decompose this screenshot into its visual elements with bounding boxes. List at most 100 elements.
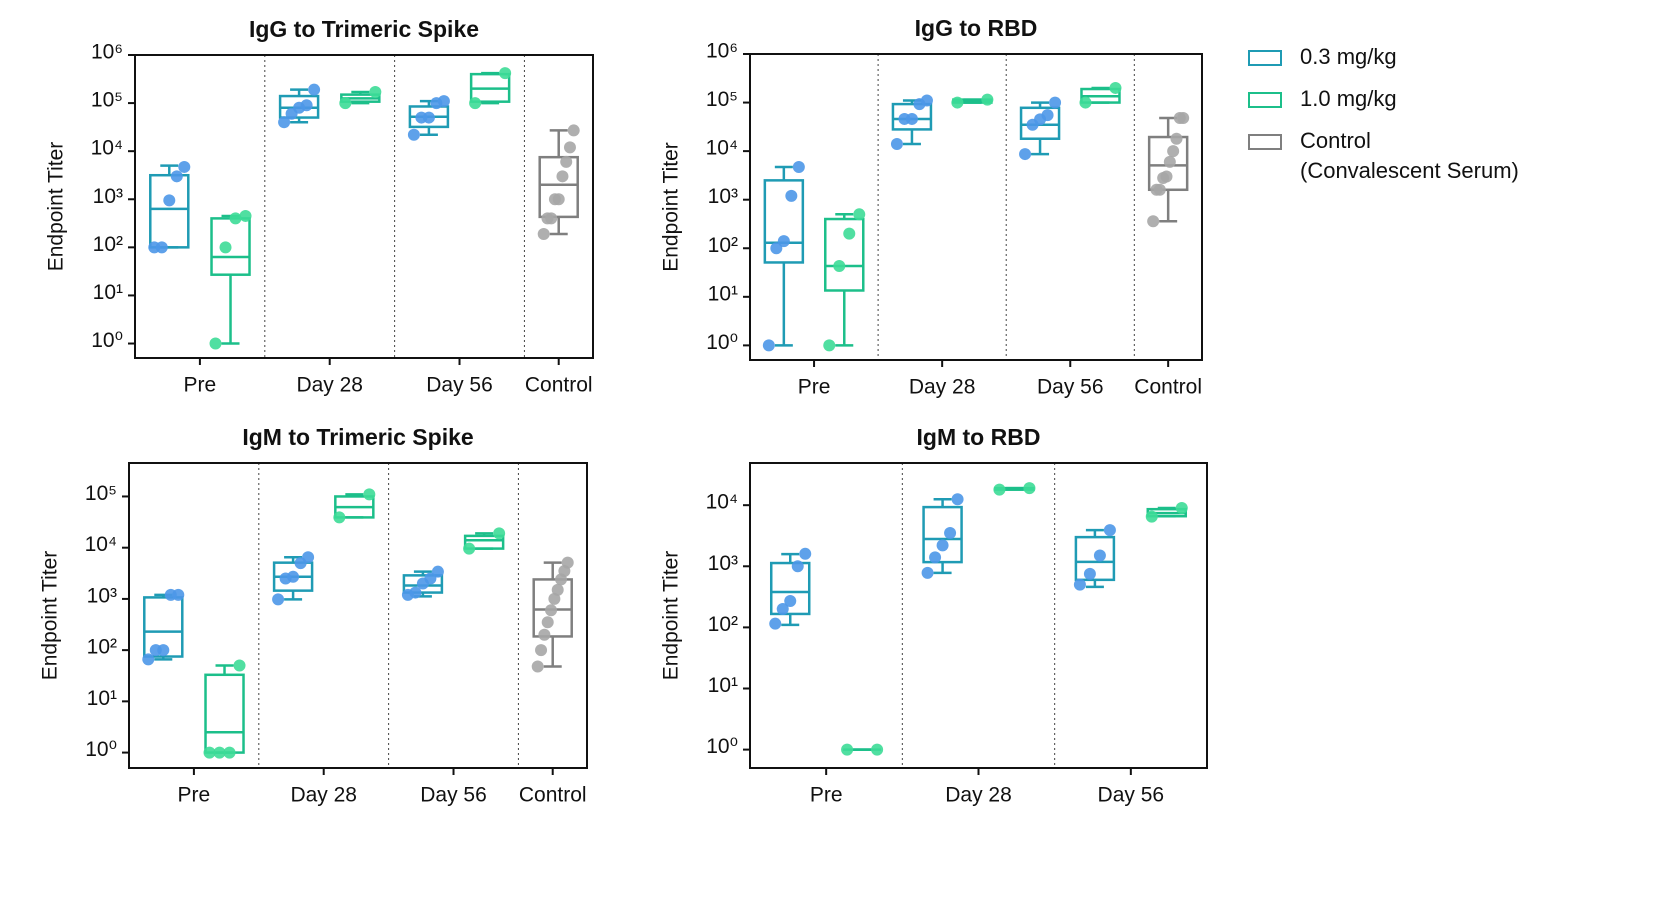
point [1083, 567, 1096, 580]
point [762, 339, 775, 352]
point [951, 493, 964, 506]
point [531, 660, 544, 673]
point [535, 644, 548, 657]
y-tick-label: 10⁶ [706, 40, 738, 63]
legend-item: Control (Convalescent Serum) [1248, 128, 1519, 186]
legend-swatch [1248, 92, 1282, 108]
point [203, 746, 216, 759]
y-tick-label: 10¹ [93, 281, 123, 304]
box [402, 574, 444, 594]
point [1073, 578, 1086, 591]
point [219, 241, 232, 254]
point [792, 161, 805, 174]
y-tick-label: 10² [708, 613, 738, 636]
point [1147, 215, 1160, 228]
y-tick-label: 10³ [708, 185, 738, 208]
y-tick-label: 10² [708, 234, 738, 257]
point [407, 128, 420, 141]
x-tick-label: Day 28 [945, 784, 1012, 807]
point [1019, 148, 1032, 161]
point [1093, 549, 1106, 562]
x-tick-label: Pre [798, 376, 831, 399]
y-tick-label: 10³ [708, 552, 738, 575]
point [791, 560, 804, 573]
box [891, 102, 933, 131]
legend: 0.3 mg/kg 1.0 mg/kg Control (Convalescent … [1248, 44, 1519, 200]
point [142, 653, 155, 666]
point [239, 209, 252, 222]
point [833, 260, 846, 273]
point [551, 583, 564, 596]
box [1147, 135, 1189, 192]
point [921, 566, 934, 579]
point [493, 527, 506, 540]
point [920, 94, 933, 107]
point [1177, 112, 1190, 125]
point [1145, 510, 1158, 523]
point [409, 586, 422, 599]
y-axis-label: Endpoint Titer [45, 142, 68, 272]
chart-title: IgG to Trimeric Spike [249, 16, 479, 42]
x-tick-label: Day 56 [1037, 376, 1104, 399]
x-tick-label: Day 28 [296, 374, 363, 397]
point [561, 556, 574, 569]
point [560, 155, 573, 168]
point [993, 483, 1006, 496]
point [556, 170, 569, 183]
point [981, 93, 994, 106]
y-tick-label: 10⁰ [706, 735, 738, 758]
y-tick-label: 10² [87, 636, 117, 659]
point [463, 542, 476, 555]
point [785, 189, 798, 202]
y-tick-label: 10⁶ [91, 41, 123, 64]
point [178, 160, 191, 173]
x-tick-label: Control [525, 374, 593, 397]
y-tick-label: 10⁵ [706, 88, 738, 111]
y-tick-label: 10⁴ [91, 137, 123, 160]
chart-title: IgM to RBD [917, 424, 1041, 450]
point [1175, 501, 1188, 514]
point [339, 97, 352, 110]
y-axis-label: Endpoint Titer [39, 551, 62, 681]
x-tick-label: Day 56 [420, 784, 487, 807]
plot-frame [749, 53, 1203, 361]
point [431, 565, 444, 578]
plot-frame [134, 54, 594, 359]
x-tick-label: Day 28 [290, 784, 357, 807]
y-tick-label: 10¹ [708, 674, 738, 697]
point [1170, 132, 1183, 145]
point [1153, 183, 1166, 196]
point [841, 743, 854, 756]
point [1109, 81, 1122, 94]
point [777, 235, 790, 248]
legend-item: 1.0 mg/kg [1248, 86, 1519, 114]
point [799, 547, 812, 560]
legend-item: 0.3 mg/kg [1248, 44, 1519, 72]
y-tick-label: 10⁵ [91, 89, 123, 112]
y-tick-label: 10⁵ [85, 482, 117, 505]
y-tick-label: 10⁴ [706, 137, 738, 160]
point [563, 141, 576, 154]
box [204, 673, 245, 754]
point [308, 83, 321, 96]
point [278, 116, 291, 129]
point [157, 644, 170, 657]
point [369, 86, 382, 99]
plot-frame [128, 462, 588, 769]
y-tick-label: 10¹ [708, 282, 738, 305]
point [538, 628, 551, 641]
point [1049, 96, 1062, 109]
point [552, 193, 565, 206]
point [823, 339, 836, 352]
box [532, 578, 573, 638]
point [1160, 170, 1173, 183]
point [567, 124, 580, 137]
point [843, 227, 856, 240]
legend-swatch [1248, 50, 1282, 66]
x-tick-label: Day 28 [909, 376, 976, 399]
point [936, 539, 949, 552]
box [769, 561, 811, 616]
y-tick-label: 10⁰ [85, 738, 117, 761]
point [223, 746, 236, 759]
